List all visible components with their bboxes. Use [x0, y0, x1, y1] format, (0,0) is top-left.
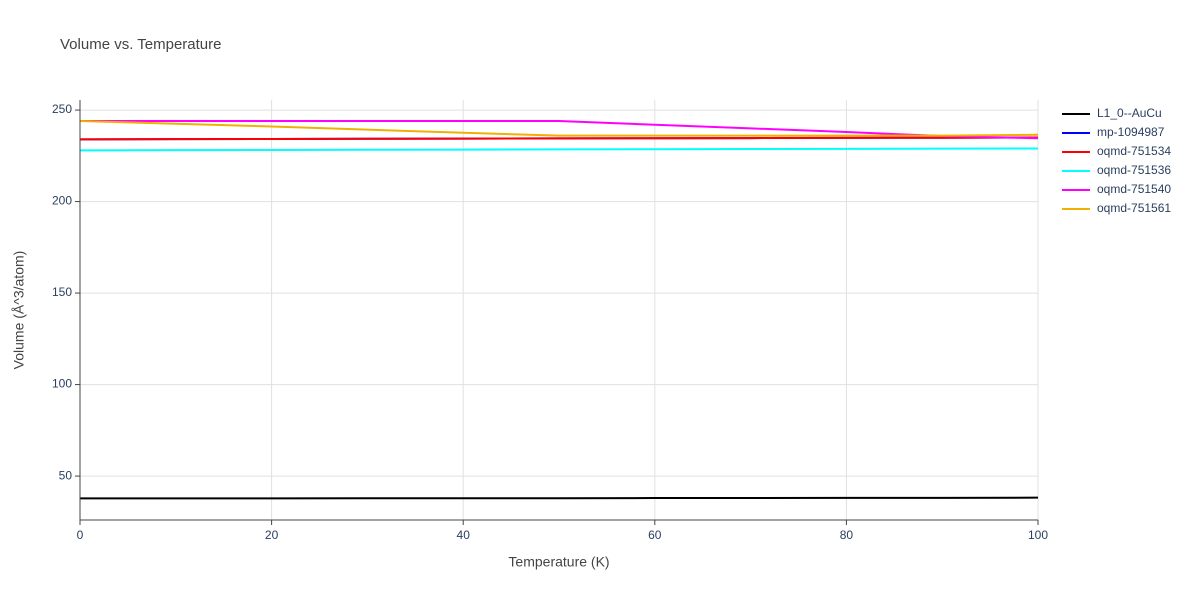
legend-label: oqmd-751534: [1097, 144, 1171, 158]
y-tick-label: 250: [52, 102, 72, 116]
x-tick-label: 0: [77, 528, 84, 542]
line: [79, 136, 1039, 141]
y-tick-label: 150: [52, 285, 72, 299]
x-tick-label: 60: [648, 528, 662, 542]
x-tick-label: 80: [840, 528, 854, 542]
y-tick-label: 200: [52, 194, 72, 208]
x-tick-label: 20: [265, 528, 279, 542]
plot-area: [79, 120, 1039, 500]
legend-label: oqmd-751561: [1097, 201, 1171, 215]
legend-label: oqmd-751536: [1097, 163, 1171, 177]
grid: [79, 100, 1039, 520]
x-tick-label: 100: [1028, 528, 1048, 542]
x-axis-title: Temperature (K): [508, 554, 609, 570]
line: [80, 496, 1039, 500]
legend-label: oqmd-751540: [1097, 182, 1171, 196]
chart-title: Volume vs. Temperature: [60, 36, 221, 53]
y-tick-label: 100: [52, 377, 72, 391]
x-tick-label: 40: [457, 528, 471, 542]
legend-label: mp-1094987: [1097, 125, 1165, 139]
line: [79, 120, 1039, 137]
line: [80, 120, 1039, 140]
y-tick-label: 50: [59, 468, 73, 482]
line: [79, 147, 1039, 152]
y-axis-title: Volume (Å^3/atom): [11, 251, 27, 370]
legend-label: L1_0--AuCu: [1097, 106, 1162, 120]
